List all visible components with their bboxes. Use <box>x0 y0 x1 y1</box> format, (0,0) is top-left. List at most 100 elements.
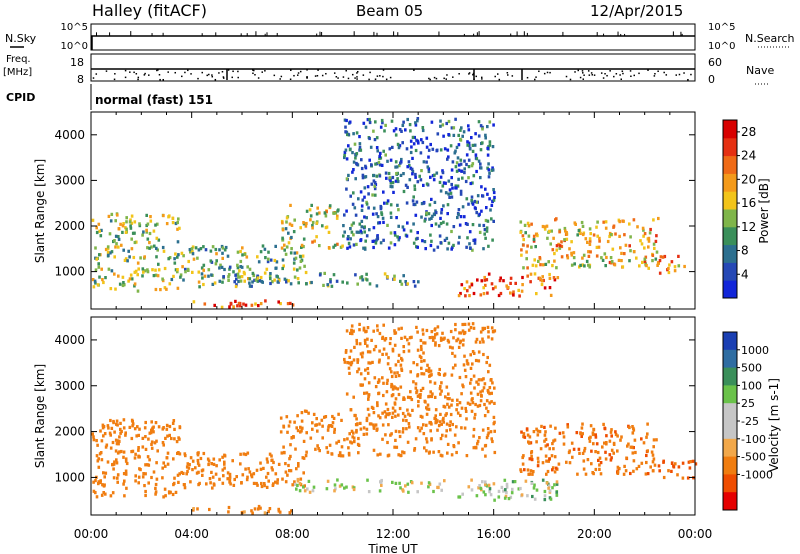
echo-cell <box>144 447 148 451</box>
echo-cell <box>130 436 134 441</box>
echo-cell <box>292 230 296 234</box>
echo-cell <box>553 278 557 282</box>
echo-cell <box>589 232 592 236</box>
echo-cell <box>144 463 147 467</box>
echo-cell <box>552 236 555 240</box>
echo-cell <box>356 360 359 364</box>
echo-cell <box>417 399 420 404</box>
echo-cell <box>412 361 415 365</box>
echo-cell <box>252 472 256 476</box>
echo-cell <box>477 134 481 138</box>
echo-cell <box>149 215 152 219</box>
echo-cell <box>101 278 104 282</box>
echo-cell <box>363 338 367 342</box>
nave-dot <box>174 71 177 74</box>
nave-dot <box>376 75 379 77</box>
nave-dot <box>663 71 665 74</box>
echo-cell <box>106 250 110 255</box>
echo-cell <box>445 222 449 226</box>
nave-dot <box>124 76 127 79</box>
colorbar-swatch <box>723 120 737 139</box>
echo-cell <box>218 266 221 270</box>
freq-label: Freq. <box>6 54 31 65</box>
echo-cell <box>599 472 603 476</box>
echo-cell <box>486 325 490 329</box>
echo-cell <box>640 461 644 465</box>
echo-cell <box>391 387 395 391</box>
echo-cell <box>532 470 535 474</box>
echo-cell <box>172 483 175 487</box>
echo-cell <box>553 455 557 459</box>
echo-cell <box>161 245 165 250</box>
echo-cell <box>491 168 495 172</box>
echo-cell <box>381 352 384 356</box>
echo-cell <box>432 178 436 182</box>
echo-cell <box>406 221 409 225</box>
echo-cell <box>104 247 108 252</box>
echo-cell <box>490 378 493 382</box>
nave-dot <box>429 78 431 81</box>
echo-cell <box>237 275 240 279</box>
echo-cell <box>382 347 386 351</box>
echo-cell <box>241 253 244 257</box>
echo-cell <box>422 341 425 345</box>
echo-cell <box>482 377 485 381</box>
echo-cell <box>479 166 483 170</box>
echo-cell <box>204 248 208 252</box>
echo-cell <box>451 245 454 249</box>
colorbar-tick-label: 12 <box>741 220 756 234</box>
nave-dot <box>675 74 678 76</box>
echo-cell <box>129 218 132 222</box>
echo-cell <box>474 445 477 449</box>
echo-cell <box>165 222 169 226</box>
echo-cell <box>479 330 483 334</box>
echo-cell <box>174 268 178 272</box>
echo-cell <box>412 222 415 226</box>
echo-cell <box>416 426 420 430</box>
echo-cell <box>95 226 98 230</box>
echo-cell <box>116 423 119 427</box>
nave-dot <box>184 71 186 74</box>
echo-cell <box>360 158 363 162</box>
echo-cell <box>392 190 395 194</box>
x-tick-label: 00:00 <box>74 527 109 541</box>
nave-dot <box>306 69 308 71</box>
echo-cell <box>368 158 371 162</box>
echo-cell <box>460 126 463 130</box>
echo-cell <box>493 401 496 405</box>
echo-cell <box>165 456 169 460</box>
echo-cell <box>227 278 230 282</box>
echo-cell <box>657 261 660 265</box>
echo-cell <box>191 250 194 254</box>
echo-cell <box>337 439 341 443</box>
nave-dot <box>630 75 632 78</box>
echo-cell <box>236 304 239 308</box>
echo-cell <box>191 270 194 274</box>
echo-cell <box>137 433 140 437</box>
echo-cell <box>378 489 382 493</box>
echo-cell <box>385 176 388 180</box>
echo-cell <box>454 165 458 169</box>
echo-cell <box>409 370 412 374</box>
echo-cell <box>467 322 471 326</box>
echo-cell <box>239 452 242 456</box>
echo-cell <box>97 265 101 269</box>
echo-cell <box>176 240 180 244</box>
echo-cell <box>326 428 330 432</box>
echo-cell <box>289 251 293 255</box>
echo-cell <box>472 174 476 178</box>
echo-cell <box>581 224 585 228</box>
echo-cell <box>521 275 524 280</box>
echo-cell <box>275 260 279 264</box>
echo-cell <box>116 480 119 484</box>
echo-cell <box>612 224 616 228</box>
echo-cell <box>652 218 655 222</box>
echo-cell <box>469 378 473 382</box>
echo-cell <box>416 245 419 249</box>
echo-cell <box>445 236 449 240</box>
nave-dot <box>137 76 140 79</box>
echo-cell <box>286 430 289 434</box>
echo-cell <box>390 374 394 379</box>
echo-cell <box>434 222 438 226</box>
echo-cell <box>340 445 344 449</box>
